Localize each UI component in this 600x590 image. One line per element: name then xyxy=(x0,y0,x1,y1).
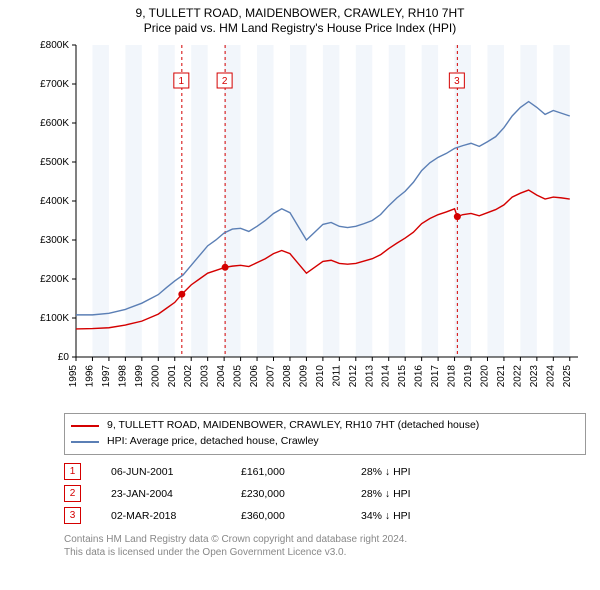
legend-swatch xyxy=(71,425,99,427)
legend-box: 9, TULLETT ROAD, MAIDENBOWER, CRAWLEY, R… xyxy=(64,413,586,455)
marker-date: 06-JUN-2001 xyxy=(111,466,241,478)
marker-price: £360,000 xyxy=(241,510,361,522)
chart-title-block: 9, TULLETT ROAD, MAIDENBOWER, CRAWLEY, R… xyxy=(6,6,594,35)
svg-text:2013: 2013 xyxy=(364,365,375,388)
svg-text:1997: 1997 xyxy=(100,365,111,388)
svg-text:2017: 2017 xyxy=(430,365,441,388)
svg-text:2025: 2025 xyxy=(561,365,572,388)
marker-pct: 34% ↓ HPI xyxy=(361,510,481,522)
svg-text:2010: 2010 xyxy=(314,365,325,388)
legend-swatch xyxy=(71,441,99,443)
svg-text:2021: 2021 xyxy=(495,365,506,388)
svg-text:£500K: £500K xyxy=(40,157,69,168)
svg-text:2020: 2020 xyxy=(479,365,490,388)
svg-text:2004: 2004 xyxy=(216,365,227,388)
svg-text:2012: 2012 xyxy=(347,365,358,388)
svg-text:2011: 2011 xyxy=(331,365,342,387)
marker-number-box: 2 xyxy=(64,485,81,502)
marker-row: 2 23-JAN-2004£230,00028% ↓ HPI xyxy=(64,483,586,505)
svg-text:2000: 2000 xyxy=(150,365,161,388)
svg-text:2024: 2024 xyxy=(545,365,556,388)
marker-date: 23-JAN-2004 xyxy=(111,488,241,500)
chart-title-main: 9, TULLETT ROAD, MAIDENBOWER, CRAWLEY, R… xyxy=(6,6,594,20)
svg-text:£800K: £800K xyxy=(40,40,69,51)
svg-text:2007: 2007 xyxy=(265,365,276,388)
marker-price: £161,000 xyxy=(241,466,361,478)
svg-text:£100K: £100K xyxy=(40,313,69,324)
attribution: Contains HM Land Registry data © Crown c… xyxy=(64,533,586,559)
marker-row: 3 02-MAR-2018£360,00034% ↓ HPI xyxy=(64,505,586,527)
svg-text:2002: 2002 xyxy=(183,365,194,388)
svg-text:1999: 1999 xyxy=(133,365,144,388)
chart-area: £0 £100K £200K £300K £400K £500K £600K £700K £80… xyxy=(18,37,583,407)
legend-label: HPI: Average price, detached house, Craw… xyxy=(107,434,319,450)
legend-label: 9, TULLETT ROAD, MAIDENBOWER, CRAWLEY, R… xyxy=(107,418,479,434)
marker-number-box: 1 xyxy=(64,463,81,480)
marker-number-box: 3 xyxy=(64,507,81,524)
svg-text:2018: 2018 xyxy=(446,365,457,388)
svg-text:2019: 2019 xyxy=(463,365,474,388)
svg-text:1: 1 xyxy=(178,76,184,87)
svg-text:1996: 1996 xyxy=(84,365,95,388)
svg-text:2003: 2003 xyxy=(199,365,210,388)
marker-pct: 28% ↓ HPI xyxy=(361,488,481,500)
marker-pct: 28% ↓ HPI xyxy=(361,466,481,478)
attribution-line1: Contains HM Land Registry data © Crown c… xyxy=(64,533,586,546)
svg-text:3: 3 xyxy=(454,76,460,87)
marker-row: 1 06-JUN-2001£161,00028% ↓ HPI xyxy=(64,461,586,483)
svg-text:2006: 2006 xyxy=(249,365,260,388)
svg-text:£600K: £600K xyxy=(40,118,69,129)
svg-text:£700K: £700K xyxy=(40,79,69,90)
svg-text:2001: 2001 xyxy=(166,365,177,388)
svg-text:2016: 2016 xyxy=(413,365,424,388)
svg-text:£400K: £400K xyxy=(40,196,69,207)
svg-text:1998: 1998 xyxy=(117,365,128,388)
marker-price: £230,000 xyxy=(241,488,361,500)
svg-text:1995: 1995 xyxy=(68,365,79,388)
svg-text:£300K: £300K xyxy=(40,235,69,246)
svg-text:2023: 2023 xyxy=(528,365,539,388)
svg-text:2: 2 xyxy=(221,76,227,87)
svg-text:£200K: £200K xyxy=(40,274,69,285)
svg-text:2014: 2014 xyxy=(380,365,391,388)
svg-text:£0: £0 xyxy=(57,352,69,363)
legend-row: HPI: Average price, detached house, Craw… xyxy=(71,434,579,450)
svg-text:2005: 2005 xyxy=(232,365,243,388)
marker-date: 02-MAR-2018 xyxy=(111,510,241,522)
chart-title-sub: Price paid vs. HM Land Registry's House … xyxy=(6,21,594,35)
legend-row: 9, TULLETT ROAD, MAIDENBOWER, CRAWLEY, R… xyxy=(71,418,579,434)
svg-text:2009: 2009 xyxy=(298,365,309,388)
svg-text:2022: 2022 xyxy=(512,365,523,388)
svg-text:2008: 2008 xyxy=(281,365,292,388)
chart-svg: £0 £100K £200K £300K £400K £500K £600K £700K £80… xyxy=(18,37,583,407)
svg-text:2015: 2015 xyxy=(397,365,408,388)
markers-table: 1 06-JUN-2001£161,00028% ↓ HPI 2 23-JAN-200… xyxy=(64,461,586,527)
attribution-line2: This data is licensed under the Open Gov… xyxy=(64,546,586,559)
